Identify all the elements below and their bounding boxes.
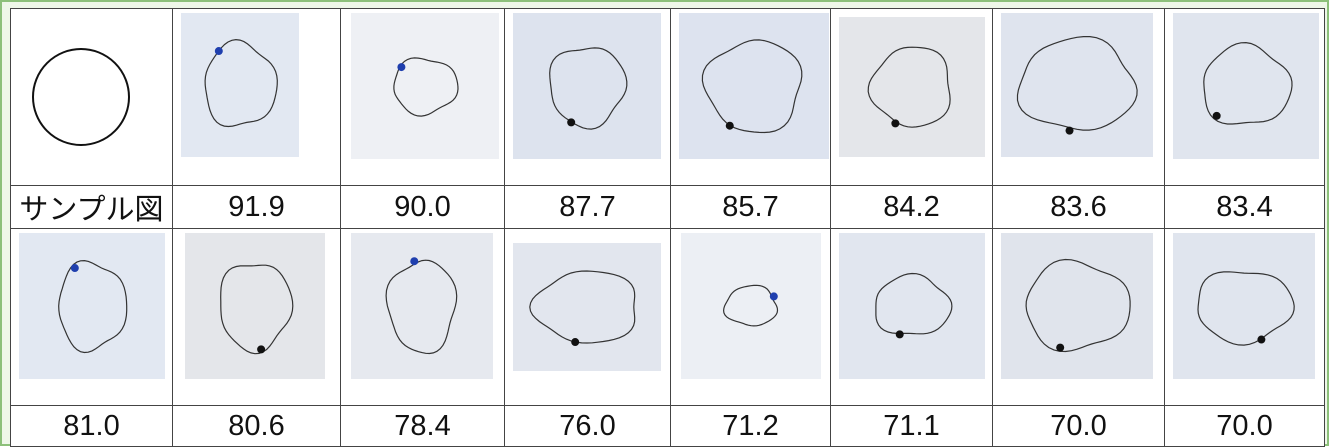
paper [181,13,299,157]
image-cell [341,229,505,406]
score-label: 70.0 [993,406,1165,447]
paper [351,233,493,379]
paper [679,13,829,159]
image-cell [993,229,1165,406]
start-dot [567,118,575,126]
panel: サンプル図91.990.087.785.784.283.683.4 81.080.… [0,0,1329,446]
start-dot [410,257,418,265]
start-dot [726,122,734,130]
image-cell [993,9,1165,186]
start-dot [891,119,899,127]
start-dot [770,292,778,300]
start-dot [215,47,223,55]
drawing-photo [341,229,503,403]
drawing-photo [341,9,503,183]
image-cell [173,9,341,186]
image-cell [11,229,173,406]
score-label: 91.9 [173,186,341,229]
drawing-photo [173,9,339,183]
score-label: 87.7 [505,186,671,229]
start-dot [571,338,579,346]
image-cell [505,9,671,186]
drawing-photo [671,9,829,183]
score-label: 83.4 [1165,186,1325,229]
score-label: 71.2 [671,406,831,447]
image-cell [831,9,993,186]
paper [19,233,165,379]
drawing-photo [831,9,991,183]
paper [1001,13,1153,157]
drawing-photo [993,9,1163,183]
drawing-photo [505,9,669,183]
image-cell [341,9,505,186]
score-label: サンプル図 [11,186,173,229]
score-label: 71.1 [831,406,993,447]
paper [513,243,661,371]
score-label: 70.0 [1165,406,1325,447]
score-label: 78.4 [341,406,505,447]
image-cell [11,9,173,186]
paper [513,13,661,159]
drawing-photo [1165,229,1323,403]
start-dot [1066,127,1074,135]
drawing-photo [1165,9,1323,183]
score-label: 83.6 [993,186,1165,229]
drawing-photo [671,229,829,403]
drawing-photo [11,9,171,183]
drawing-photo [993,229,1163,403]
image-row [11,9,1325,186]
drawing-photo [173,229,339,403]
paper [839,233,985,379]
start-dot [397,63,405,71]
score-label: 90.0 [341,186,505,229]
paper [1173,13,1319,159]
score-label: 85.7 [671,186,831,229]
start-dot [1213,112,1221,120]
image-cell [1165,229,1325,406]
drawing-photo [831,229,991,403]
start-dot [1257,336,1265,344]
image-cell [831,229,993,406]
paper [681,233,821,379]
image-cell [671,9,831,186]
sample-circle [33,49,129,145]
score-label: 81.0 [11,406,173,447]
drawing-photo [505,229,669,403]
drawing-photo [11,229,171,403]
paper [839,17,985,157]
image-row [11,229,1325,406]
score-label: 76.0 [505,406,671,447]
image-cell [1165,9,1325,186]
start-dot [1056,344,1064,352]
image-cell [173,229,341,406]
start-dot [71,264,79,272]
start-dot [257,345,265,353]
score-label: 84.2 [831,186,993,229]
score-label: 80.6 [173,406,341,447]
image-cell [505,229,671,406]
paper [185,233,325,379]
image-cell [671,229,831,406]
start-dot [896,330,904,338]
paper [351,13,499,159]
